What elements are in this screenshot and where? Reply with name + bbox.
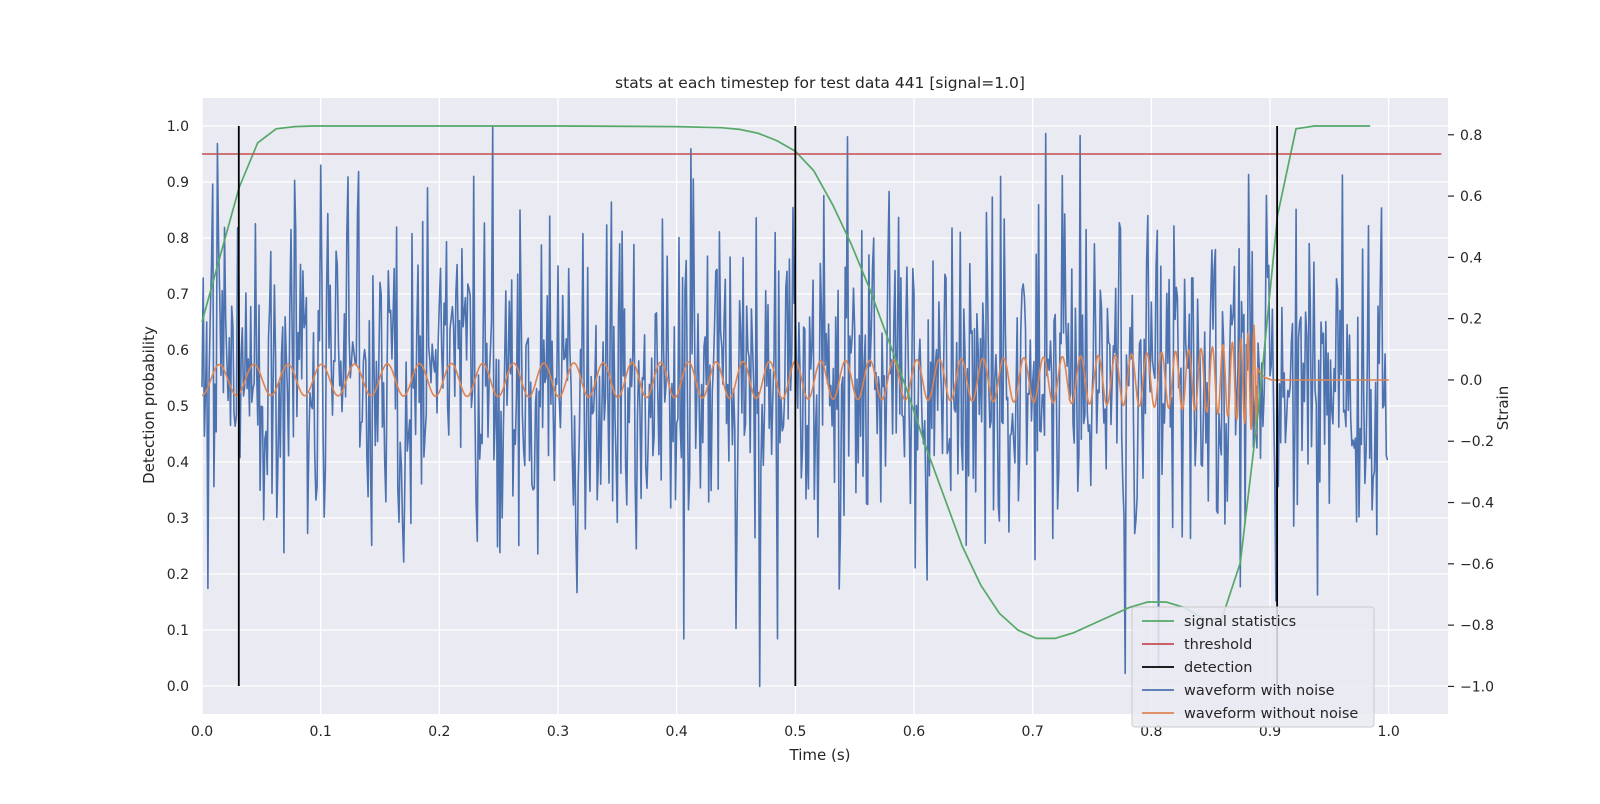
x-tick-label: 0.6 — [903, 724, 925, 740]
x-tick-label: 0.3 — [547, 724, 569, 740]
x-tick-label: 1.0 — [1378, 724, 1400, 740]
y-tick-label: 0.0 — [167, 679, 189, 695]
y-tick-label: 1.0 — [167, 119, 189, 135]
axes-layer: 0.0 0.1 0.2 0.3 0.4 0.5 0.6 0.7 0.8 0.9 1.0 0.0 0.1 0… — [167, 119, 1494, 740]
y-tick-label: 0.8 — [167, 231, 189, 247]
y2-tick-label: −0.4 — [1460, 496, 1494, 512]
y-tick-label: 0.7 — [167, 287, 189, 303]
chart-title: stats at each timestep for test data 441… — [615, 74, 1025, 92]
legend-box — [1131, 606, 1375, 728]
y-axis-label: Detection probability — [140, 326, 158, 484]
y2-tick-label: 0.4 — [1460, 250, 1482, 266]
detection-layer — [237, 126, 1279, 686]
y-tick-label: 0.9 — [167, 175, 189, 191]
x-tick-label: 0.2 — [428, 724, 450, 740]
y2-tick-label: −1.0 — [1460, 679, 1494, 695]
legend-label: waveform with noise — [1184, 683, 1335, 699]
x-axis-label: Time (s) — [789, 746, 851, 764]
y2-tick-label: 0.8 — [1460, 128, 1482, 144]
y2-axis-label: Strain — [1494, 386, 1512, 430]
y2-tick-label: 0.2 — [1460, 312, 1482, 328]
x-tick-label: 0.5 — [784, 724, 806, 740]
x-tick-label: 0.9 — [1259, 724, 1281, 740]
y2-tick-label: 0.0 — [1460, 373, 1482, 389]
y-tick-label: 0.3 — [167, 511, 189, 527]
y-tick-label: 0.2 — [167, 567, 189, 583]
x-tick-label: 0.0 — [191, 724, 213, 740]
y2-tick-label: −0.2 — [1460, 434, 1494, 450]
legend-label: signal statistics — [1184, 614, 1296, 630]
y-tick-label: 0.4 — [167, 455, 189, 471]
x-tick-label: 0.7 — [1022, 724, 1044, 740]
y2-tick-label: −0.8 — [1460, 618, 1494, 634]
y-tick-label: 0.5 — [167, 399, 189, 415]
y-tick-label: 0.1 — [167, 623, 189, 639]
legend-label: detection — [1184, 660, 1252, 676]
legend: signal statistics threshold detection wavef… — [1131, 606, 1375, 728]
x-tick-label: 0.4 — [666, 724, 688, 740]
x-tick-label: 0.8 — [1140, 724, 1162, 740]
legend-label: waveform without noise — [1184, 706, 1358, 722]
legend-label: threshold — [1184, 637, 1252, 653]
y2-tick-label: −0.6 — [1460, 557, 1494, 573]
x-tick-label: 0.1 — [310, 724, 332, 740]
y2-tick-label: 0.6 — [1460, 189, 1482, 205]
grid-layer — [201, 98, 1448, 714]
y-tick-label: 0.6 — [167, 343, 189, 359]
